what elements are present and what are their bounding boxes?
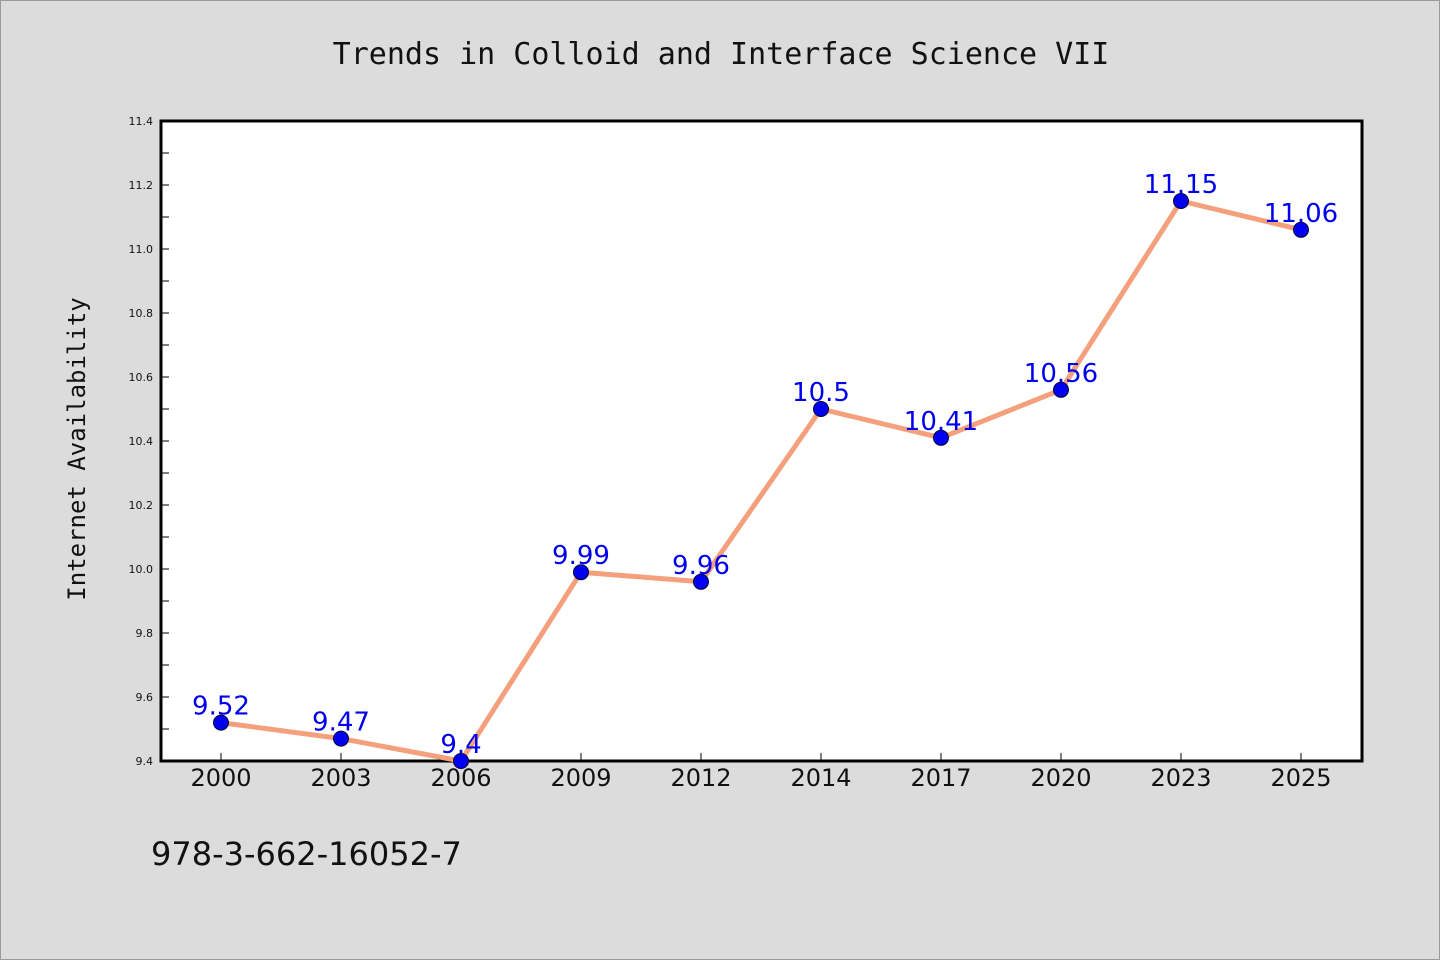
x-tick-label: 2014	[790, 764, 851, 792]
data-point	[813, 401, 829, 417]
x-tick-label: 2023	[1150, 764, 1211, 792]
y-tick-label: 9.6	[136, 691, 154, 704]
data-point	[333, 730, 349, 747]
y-tick-label: 11.0	[129, 243, 154, 256]
plot-area	[159, 119, 1364, 763]
x-tick-label: 2020	[1030, 764, 1091, 792]
isbn-text: 978-3-662-16052-7	[151, 835, 462, 873]
y-tick-label: 10.8	[129, 307, 154, 320]
y-axis-label: Internet Availability	[63, 297, 91, 600]
x-tick-label: 2003	[310, 764, 371, 792]
y-tick-label: 9.8	[136, 627, 154, 640]
data-point	[213, 714, 229, 731]
data-label: 9.47	[312, 708, 370, 738]
data-point	[1293, 221, 1309, 238]
data-labels: 9.52 9.47 9.4 9.99 9.96 10.5 10.41 10.56 11.15 11…	[192, 170, 1338, 760]
x-tick-label: 2025	[1270, 764, 1331, 792]
y-tick-label: 10.4	[129, 435, 154, 448]
data-label: 11.15	[1144, 170, 1218, 200]
data-point	[573, 564, 589, 581]
data-label: 9.52	[192, 692, 250, 722]
data-point	[453, 753, 469, 769]
data-label: 10.56	[1024, 359, 1098, 389]
data-label: 11.06	[1264, 199, 1338, 229]
x-tick-label: 2000	[190, 764, 251, 792]
x-tick-label: 2012	[670, 764, 731, 792]
y-tick-label: 9.4	[136, 755, 154, 768]
data-point	[1173, 193, 1189, 209]
data-label: 10.5	[792, 378, 850, 408]
y-axis: 9.4 9.6 9.8 10.0 10.2 10.4 10.6 10.8 11.0 11.2 11.…	[129, 115, 169, 768]
data-point	[693, 573, 709, 590]
y-tick-label: 10.6	[129, 371, 154, 384]
series-line	[218, 198, 1304, 764]
data-label: 9.99	[552, 541, 610, 571]
data-label: 9.4	[440, 730, 481, 760]
data-label: 10.41	[904, 407, 978, 437]
x-tick-label: 2009	[550, 764, 611, 792]
series-markers	[213, 193, 1309, 769]
x-axis: 2000 2003 2006 2009 2012 2014 2017 2020 2023 2025	[190, 753, 1332, 792]
data-point	[1053, 381, 1069, 398]
x-tick-label: 2017	[910, 764, 971, 792]
y-tick-label: 11.4	[129, 115, 154, 128]
y-tick-label: 10.0	[129, 563, 154, 576]
data-point	[933, 429, 949, 446]
series-lines	[218, 198, 1304, 764]
chart-title: Trends in Colloid and Interface Science …	[333, 37, 1110, 72]
y-tick-label: 11.2	[129, 179, 154, 192]
y-tick-label: 10.2	[129, 499, 154, 512]
data-label: 9.96	[672, 551, 730, 581]
